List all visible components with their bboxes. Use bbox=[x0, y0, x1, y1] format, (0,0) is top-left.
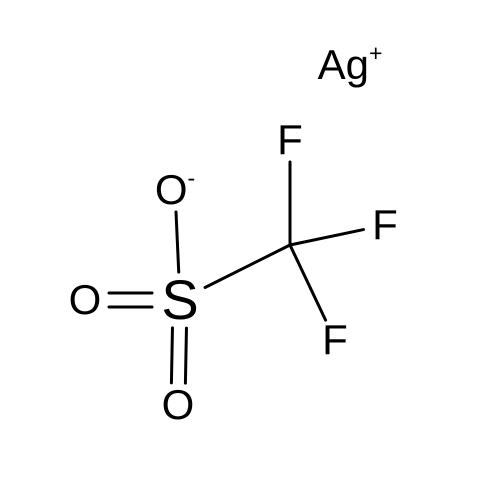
atom-oxygen-bottom: O bbox=[162, 384, 195, 426]
bond-layer bbox=[0, 0, 500, 500]
atom-label: O bbox=[162, 381, 195, 428]
atom-label: O bbox=[69, 276, 102, 323]
atom-oxygen-top-anion: O- bbox=[155, 169, 195, 211]
atom-label: S bbox=[161, 268, 198, 331]
atom-label: Ag bbox=[318, 41, 369, 88]
atom-charge: - bbox=[187, 165, 195, 191]
atom-label: F bbox=[277, 116, 303, 163]
atom-fluorine-top: F bbox=[277, 119, 303, 161]
atom-label: F bbox=[372, 201, 398, 248]
atom-label: F bbox=[322, 316, 348, 363]
atom-fluorine-right: F bbox=[372, 204, 398, 246]
atom-label: O bbox=[155, 166, 188, 213]
atom-fluorine-bottom: F bbox=[322, 319, 348, 361]
atom-silver-cation: Ag+ bbox=[318, 44, 383, 86]
atom-charge: + bbox=[369, 40, 383, 66]
atom-sulfur: S bbox=[161, 272, 198, 328]
atom-oxygen-left: O bbox=[69, 279, 102, 321]
